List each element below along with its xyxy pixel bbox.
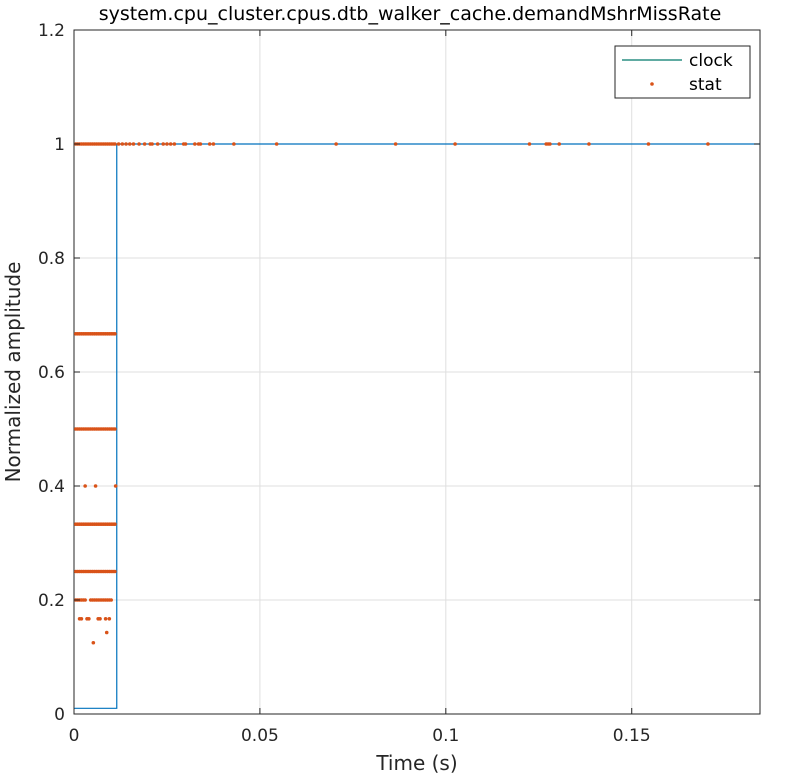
data-point-stat — [116, 142, 121, 146]
data-point-stat — [211, 142, 216, 146]
data-point-stat — [79, 617, 84, 621]
y-tick-label: 1.2 — [38, 21, 65, 41]
y-tick-label: 0 — [54, 705, 65, 725]
data-point-stat — [113, 569, 117, 574]
legend-label-clock: clock — [689, 51, 733, 71]
data-point-stat — [706, 142, 710, 146]
data-point-stat — [453, 142, 457, 146]
data-point-stat — [193, 142, 197, 146]
y-axis-label: Normalized amplitude — [1, 262, 25, 483]
data-point-stat — [87, 617, 91, 621]
x-tick-label: 0.05 — [241, 726, 279, 746]
x-tick-label: 0.15 — [613, 726, 651, 746]
data-point-stat — [165, 142, 169, 146]
data-point-stat — [168, 142, 173, 146]
y-tick-label: 0.6 — [38, 363, 65, 383]
x-axis: 0 0.05 0.1 0.15 — [69, 30, 651, 746]
data-point-stat — [120, 142, 125, 146]
data-point-stat — [113, 484, 118, 488]
legend: clock stat — [614, 45, 751, 99]
y-axis: 0 0.2 0.4 0.6 0.8 1 1.2 — [38, 21, 760, 725]
data-point-stat — [142, 142, 147, 146]
data-point-stat — [93, 484, 98, 488]
data-point-stat — [107, 617, 112, 621]
legend-swatch-stat — [650, 82, 654, 86]
data-point-stat — [557, 142, 562, 146]
data-point-stat — [103, 617, 108, 621]
data-point-stat — [646, 142, 651, 146]
data-point-stat — [104, 630, 109, 635]
data-point-stat — [334, 142, 338, 146]
data-point-stat — [113, 332, 117, 336]
y-tick-label: 0.2 — [38, 591, 65, 611]
data-point-stat — [587, 142, 591, 146]
data-point-stat — [161, 142, 166, 146]
data-point-stat — [124, 142, 128, 146]
data-point-stat — [150, 142, 154, 146]
series-line-clock — [74, 143, 760, 709]
series-layer — [74, 142, 760, 709]
chart-title: system.cpu_cluster.cpus.dtb_walker_cache… — [99, 3, 722, 25]
y-tick-label: 0.8 — [38, 249, 65, 269]
data-point-stat — [131, 142, 136, 146]
data-point-stat — [172, 142, 177, 146]
data-point-stat — [98, 617, 102, 621]
data-point-stat — [527, 142, 532, 146]
data-point-stat — [183, 142, 188, 146]
data-point-stat — [83, 598, 87, 602]
legend-label-stat: stat — [689, 75, 722, 95]
data-point-stat — [155, 142, 160, 146]
data-point-stat — [113, 522, 117, 526]
x-tick-label: 0 — [69, 726, 80, 746]
y-tick-label: 1 — [54, 135, 65, 155]
data-point-stat — [232, 142, 236, 146]
data-point-stat — [91, 640, 96, 645]
y-tick-label: 0.4 — [38, 477, 65, 497]
data-point-stat — [198, 142, 203, 146]
data-point-stat — [83, 484, 87, 488]
legend-box — [614, 45, 751, 99]
data-point-stat — [113, 142, 117, 146]
data-point-stat — [393, 142, 398, 146]
data-point-stat — [113, 427, 117, 431]
data-point-stat — [207, 142, 212, 146]
data-point-stat — [127, 142, 132, 146]
data-point-stat — [137, 142, 141, 146]
data-point-stat — [274, 142, 279, 146]
data-point-stat — [548, 142, 552, 146]
x-axis-label: Time (s) — [375, 751, 457, 775]
data-point-stat — [109, 598, 113, 602]
x-tick-label: 0.1 — [432, 726, 459, 746]
